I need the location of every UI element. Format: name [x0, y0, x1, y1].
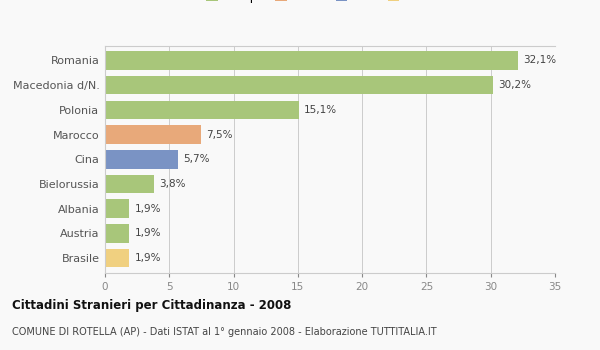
Text: 5,7%: 5,7% — [184, 154, 210, 164]
Bar — [105, 224, 130, 243]
Text: Cittadini Stranieri per Cittadinanza - 2008: Cittadini Stranieri per Cittadinanza - 2… — [12, 299, 292, 312]
Bar — [105, 249, 130, 267]
Legend: Europa, Africa, Asia, America: Europa, Africa, Asia, America — [203, 0, 457, 6]
Bar — [105, 76, 493, 95]
Text: 3,8%: 3,8% — [159, 179, 185, 189]
Text: 1,9%: 1,9% — [134, 229, 161, 238]
Bar — [105, 100, 299, 119]
Bar — [105, 199, 130, 218]
Text: COMUNE DI ROTELLA (AP) - Dati ISTAT al 1° gennaio 2008 - Elaborazione TUTTITALIA: COMUNE DI ROTELLA (AP) - Dati ISTAT al 1… — [12, 327, 437, 337]
Text: 15,1%: 15,1% — [304, 105, 337, 115]
Bar — [105, 125, 202, 144]
Text: 7,5%: 7,5% — [206, 130, 233, 140]
Bar — [105, 51, 518, 70]
Bar — [105, 150, 178, 168]
Text: 30,2%: 30,2% — [499, 80, 532, 90]
Text: 1,9%: 1,9% — [134, 204, 161, 214]
Bar — [105, 175, 154, 193]
Text: 1,9%: 1,9% — [134, 253, 161, 263]
Text: 32,1%: 32,1% — [523, 55, 556, 65]
